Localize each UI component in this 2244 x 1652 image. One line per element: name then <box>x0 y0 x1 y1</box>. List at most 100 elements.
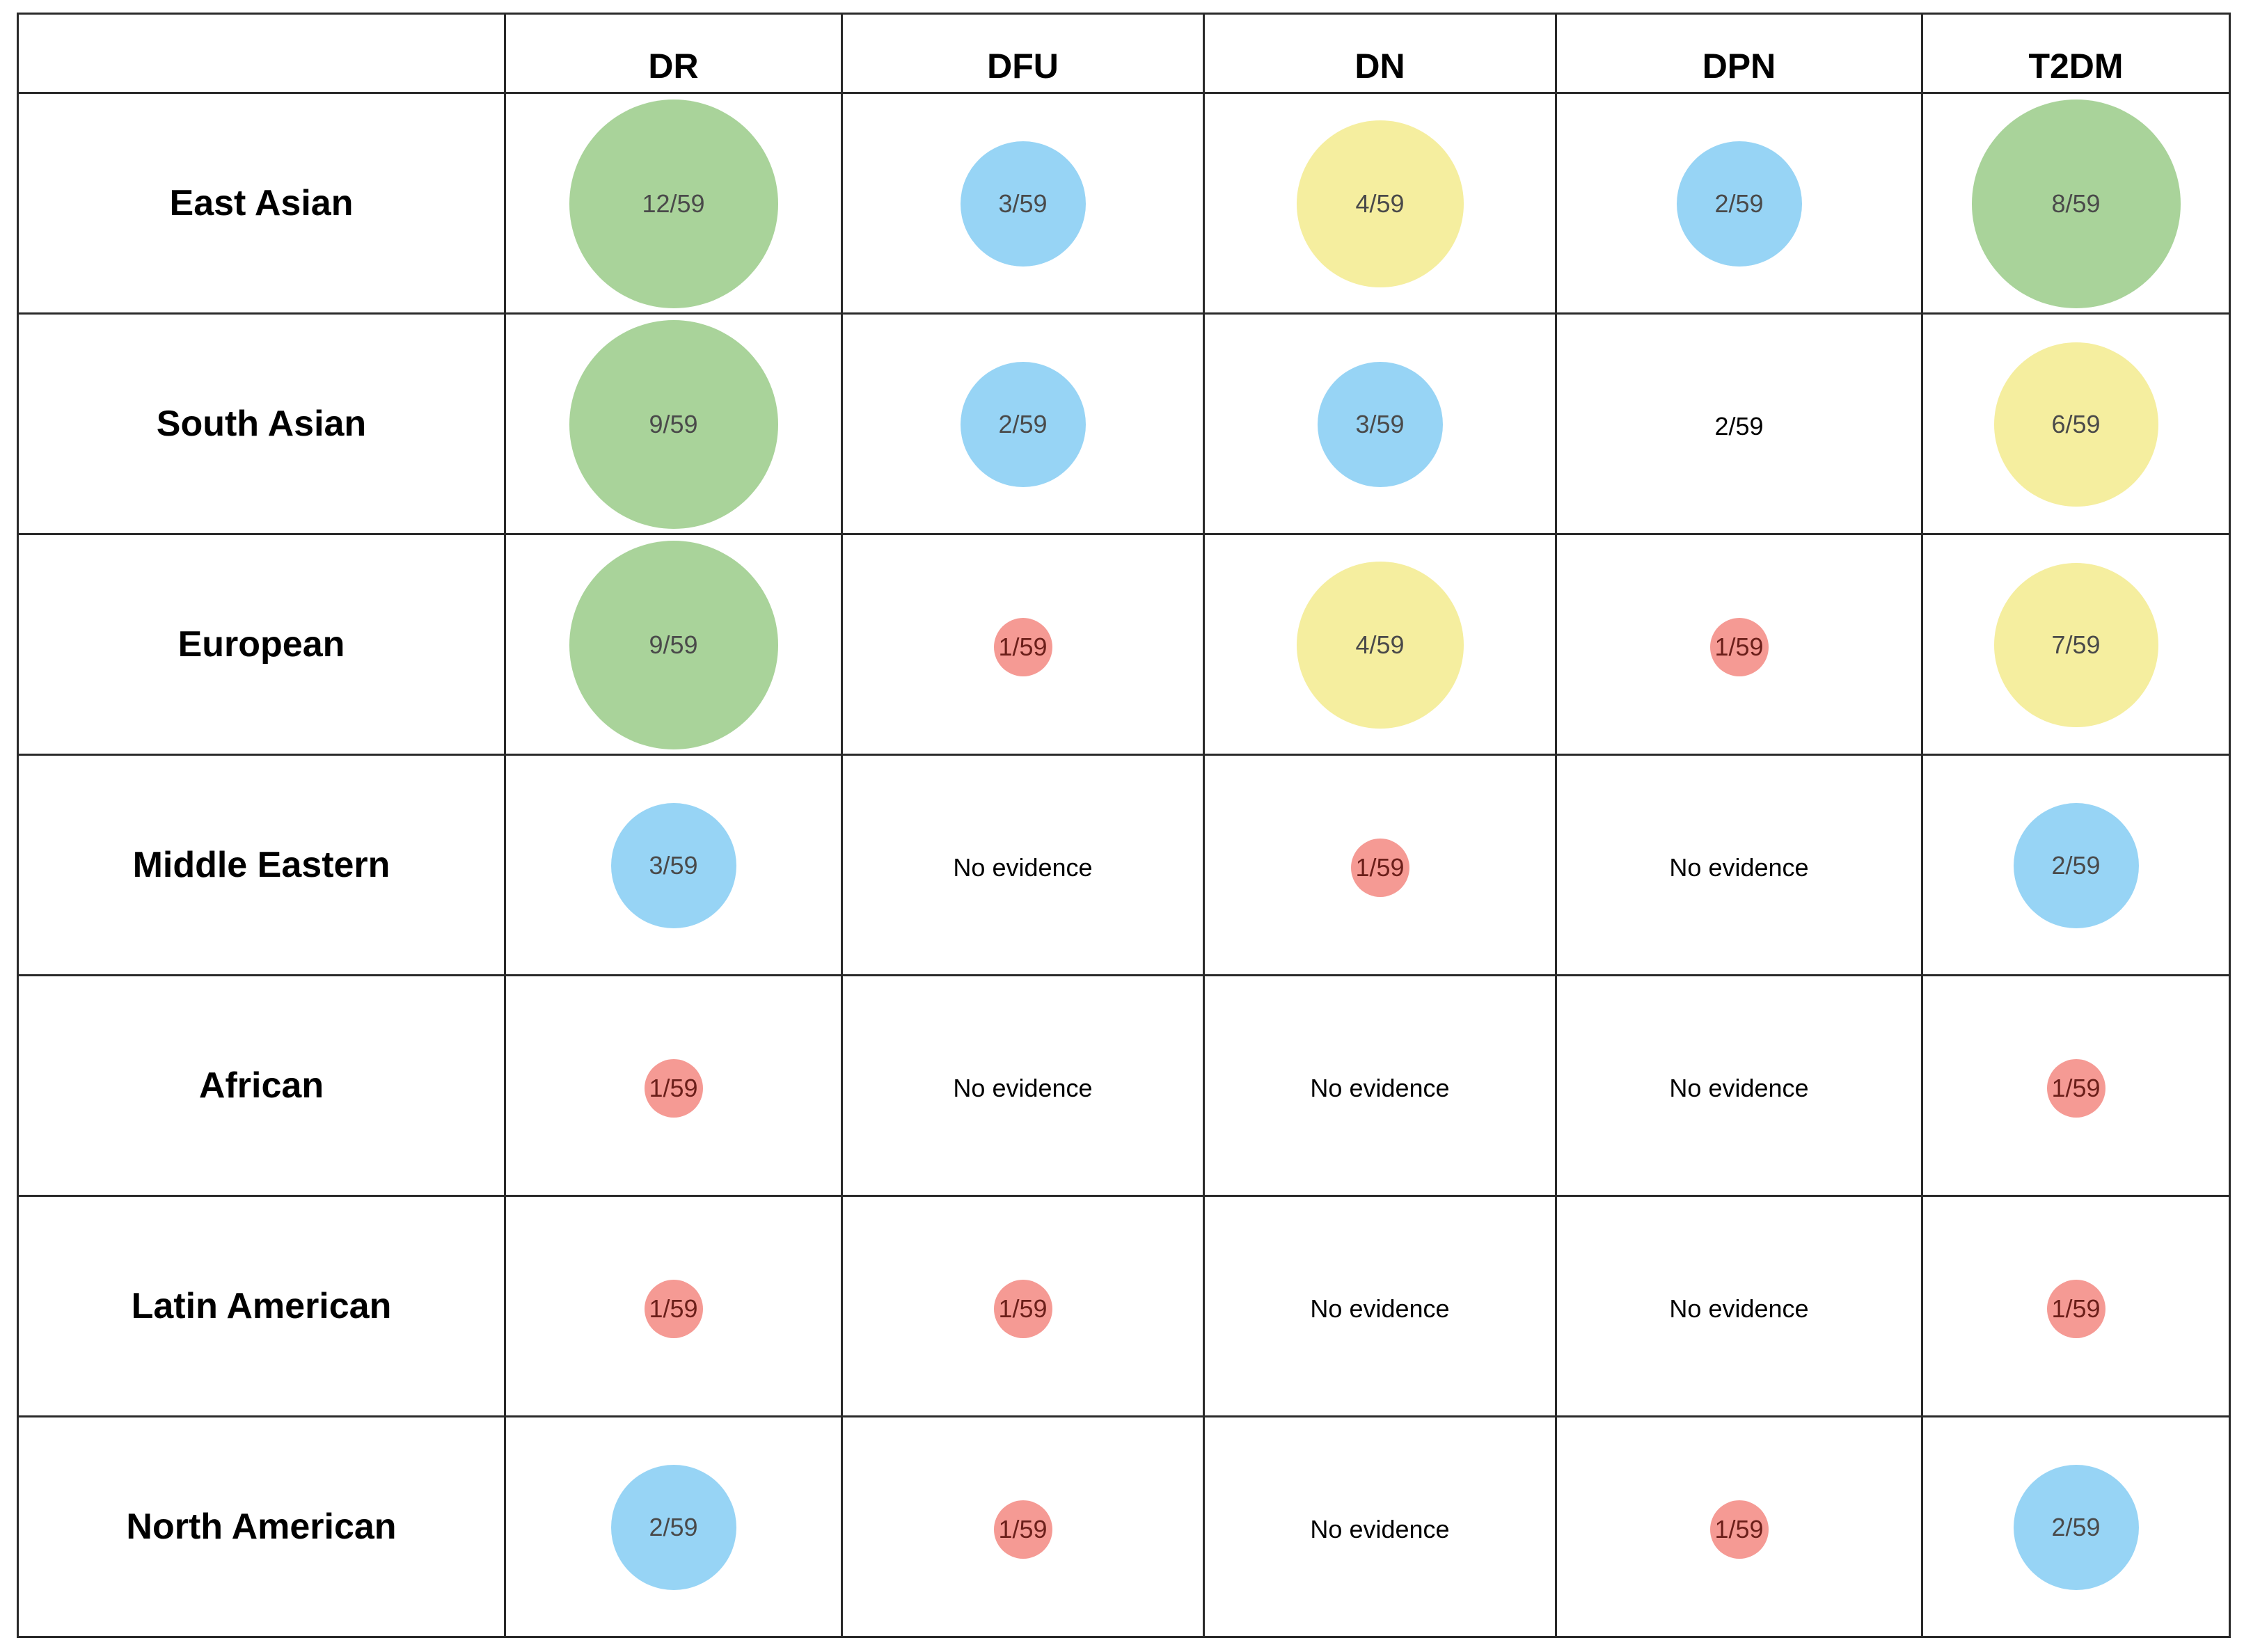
bubble-mark: 6/59 <box>1993 342 2158 507</box>
bubble-mark: 2/59 <box>2013 803 2139 928</box>
column-header-dpn: DPN <box>1555 13 1923 94</box>
bubble-label: 1/59 <box>998 1294 1048 1323</box>
data-cell: 9/59 <box>504 533 843 756</box>
data-cell: 2/59 <box>504 1415 843 1638</box>
data-cell: 4/59 <box>1203 533 1557 756</box>
bubble-mark: 2/59 <box>610 1465 736 1590</box>
header-row: DR DFU DN DPN T2DM <box>17 13 2231 94</box>
data-cell: 1/59 <box>1921 974 2231 1197</box>
table-row: North American 2/59 1/59 No evidence 1/59 2/5… <box>17 1415 2231 1638</box>
bubble-mark: 2/59 <box>2013 1465 2139 1590</box>
column-header-t2dm: T2DM <box>1921 13 2231 94</box>
data-cell: 3/59 <box>1203 312 1557 535</box>
bubble-mark: 3/59 <box>1317 362 1443 487</box>
data-cell: 2/59 <box>1555 92 1923 315</box>
bubble-label: 1/59 <box>1714 1515 1764 1543</box>
data-cell: 2/59 <box>1921 1415 2231 1638</box>
data-cell: 4/59 <box>1203 92 1557 315</box>
row-label: Middle Eastern <box>17 754 506 976</box>
bubble-mark: 8/59 <box>1971 100 2181 308</box>
data-cell: 9/59 <box>504 312 843 535</box>
no-evidence-label: No evidence <box>1669 853 1809 882</box>
bubble-label: 3/59 <box>649 851 698 880</box>
data-cell: 6/59 <box>1921 312 2231 535</box>
bubble-mark: 1/59 <box>1709 618 1769 676</box>
data-cell: No evidence <box>1203 1195 1557 1417</box>
row-label: European <box>17 533 506 756</box>
bubble-label: 6/59 <box>2051 410 2101 438</box>
bubble-mark: 1/59 <box>993 618 1052 676</box>
bubble-mark: 4/59 <box>1296 562 1464 729</box>
data-cell: 1/59 <box>504 1195 843 1417</box>
bubble-label: 3/59 <box>1355 410 1405 438</box>
bubble-label: 9/59 <box>649 630 698 659</box>
bubble-label: 1/59 <box>998 633 1048 661</box>
no-evidence-label: No evidence <box>1310 1294 1450 1323</box>
bubble-label: 1/59 <box>649 1294 698 1323</box>
row-label: North American <box>17 1415 506 1638</box>
table-row: African 1/59 No evidence No evidence No evid… <box>17 974 2231 1197</box>
data-cell: 1/59 <box>504 974 843 1197</box>
data-cell: 2/59 <box>1555 312 1923 535</box>
corner-cell <box>17 13 506 94</box>
bubble-label: 1/59 <box>2051 1294 2101 1323</box>
data-cell: 2/59 <box>1921 754 2231 976</box>
bubble-label: 1/59 <box>649 1074 698 1102</box>
no-evidence-label: No evidence <box>1669 1074 1809 1102</box>
data-cell: No evidence <box>1203 974 1557 1197</box>
data-cell: 1/59 <box>841 533 1205 756</box>
data-cell: 3/59 <box>504 754 843 976</box>
data-cell: 12/59 <box>504 92 843 315</box>
bubble-mark: 1/59 <box>644 1059 703 1118</box>
table-body: East Asian 12/59 3/59 4/59 2/59 8/59 South Asi… <box>17 92 2231 1638</box>
data-cell: 1/59 <box>1555 533 1923 756</box>
table-row: South Asian 9/59 2/59 3/59 2/59 6/59 <box>17 312 2231 535</box>
bubble-label: 7/59 <box>2051 630 2101 659</box>
bubble-mark: 3/59 <box>960 141 1086 267</box>
bubble-mark: 1/59 <box>1709 1500 1769 1559</box>
bubble-label: 2/59 <box>649 1513 698 1541</box>
row-label: African <box>17 974 506 1197</box>
bubble-mark: 9/59 <box>569 541 778 749</box>
bubble-label: 1/59 <box>998 1515 1048 1543</box>
data-cell: 1/59 <box>841 1415 1205 1638</box>
data-cell: No evidence <box>841 974 1205 1197</box>
data-cell: No evidence <box>1555 1195 1923 1417</box>
data-cell: No evidence <box>1555 754 1923 976</box>
data-cell: 1/59 <box>1203 754 1557 976</box>
bubble-label: 1/59 <box>1355 853 1405 882</box>
bubble-mark: 1/59 <box>993 1280 1052 1338</box>
data-cell: 2/59 <box>841 312 1205 535</box>
bubble-label: 3/59 <box>998 189 1048 218</box>
table-row: Middle Eastern 3/59 No evidence 1/59 No evid… <box>17 754 2231 976</box>
evidence-bubble-table: DR DFU DN DPN T2DM East Asian 12/59 3/59 4/59 2/… <box>17 13 2231 1638</box>
data-cell: No evidence <box>1203 1415 1557 1638</box>
bubble-mark: 7/59 <box>1993 563 2158 727</box>
no-evidence-label: No evidence <box>1310 1074 1450 1102</box>
column-header-dfu: DFU <box>841 13 1205 94</box>
data-cell: 1/59 <box>1555 1415 1923 1638</box>
bubble-mark: 1/59 <box>1350 839 1409 897</box>
row-label: East Asian <box>17 92 506 315</box>
data-cell: 8/59 <box>1921 92 2231 315</box>
bubble-mark: 4/59 <box>1296 120 1464 287</box>
bubble-mark: 12/59 <box>569 100 778 308</box>
bubble-label: 2/59 <box>1714 189 1764 218</box>
bubble-mark: 2/59 <box>1676 141 1802 267</box>
bubble-label: 2/59 <box>2051 851 2101 880</box>
bubble-mark: 2/59 <box>960 362 1086 487</box>
data-cell: No evidence <box>841 754 1205 976</box>
bubble-label: 12/59 <box>642 189 705 218</box>
bubble-label: 2/59 <box>998 410 1048 438</box>
bubble-label: 4/59 <box>1355 189 1405 218</box>
column-header-dr: DR <box>504 13 843 94</box>
data-cell: 1/59 <box>1921 1195 2231 1417</box>
bubble-label: 9/59 <box>649 410 698 438</box>
bubble-label: 1/59 <box>1714 633 1764 661</box>
bubble-mark: 1/59 <box>993 1500 1052 1559</box>
data-cell: No evidence <box>1555 974 1923 1197</box>
table-row: Latin American 1/59 1/59 No evidence No evid… <box>17 1195 2231 1417</box>
bubble-mark: 3/59 <box>610 803 736 928</box>
data-cell: 7/59 <box>1921 533 2231 756</box>
bubble-label: 4/59 <box>1355 630 1405 659</box>
